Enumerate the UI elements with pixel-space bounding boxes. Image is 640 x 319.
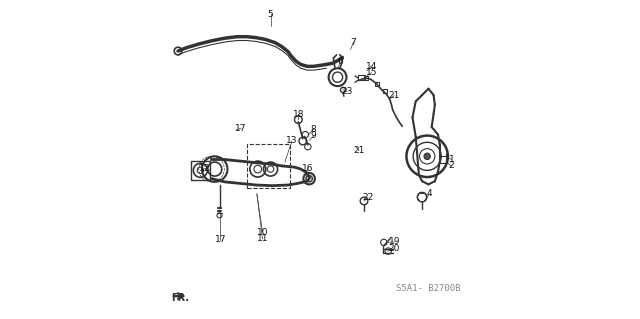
- Text: 21: 21: [388, 91, 400, 100]
- Text: 11: 11: [257, 234, 268, 243]
- Text: 16: 16: [302, 164, 314, 173]
- Text: 2: 2: [449, 161, 454, 170]
- Bar: [246, 144, 290, 188]
- Text: 17: 17: [235, 124, 246, 133]
- Text: 8: 8: [311, 125, 317, 134]
- Text: 4: 4: [426, 189, 432, 198]
- Text: 20: 20: [388, 244, 400, 253]
- Text: 1: 1: [449, 155, 454, 164]
- Text: FR.: FR.: [171, 293, 189, 303]
- Text: 12: 12: [199, 164, 210, 173]
- Text: 18: 18: [292, 110, 304, 119]
- Circle shape: [424, 153, 430, 160]
- Text: S5A1- B2700B: S5A1- B2700B: [396, 284, 461, 293]
- Bar: [374, 82, 379, 86]
- Text: 7: 7: [351, 38, 356, 47]
- Text: 23: 23: [341, 87, 353, 96]
- Text: 21: 21: [353, 146, 365, 155]
- Bar: [358, 75, 365, 80]
- Text: 6: 6: [337, 57, 343, 66]
- Text: 10: 10: [257, 228, 268, 237]
- Text: 14: 14: [365, 62, 377, 70]
- Bar: [191, 161, 210, 180]
- Bar: [364, 76, 368, 80]
- Text: 17: 17: [215, 235, 226, 244]
- Text: 5: 5: [268, 10, 273, 19]
- Bar: [383, 89, 387, 93]
- Text: 15: 15: [365, 68, 377, 77]
- Text: 19: 19: [388, 237, 400, 246]
- Text: 22: 22: [362, 193, 374, 202]
- Text: 13: 13: [286, 137, 298, 145]
- Text: 9: 9: [311, 131, 317, 140]
